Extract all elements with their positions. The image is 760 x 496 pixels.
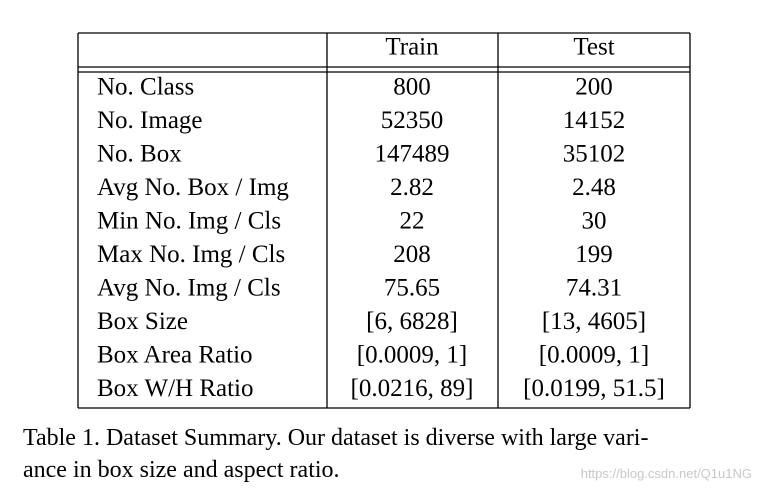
cell: 208 xyxy=(393,241,431,268)
cell: 35102 xyxy=(563,141,626,168)
cell: 74.31 xyxy=(566,275,622,302)
row-label: Box Area Ratio xyxy=(97,342,253,369)
cell: 147489 xyxy=(375,141,450,168)
cell: 30 xyxy=(582,208,607,235)
cell: [0.0199, 51.5] xyxy=(523,375,665,402)
cell: [0.0009, 1] xyxy=(539,342,649,369)
cell: 22 xyxy=(400,208,425,235)
cell: 199 xyxy=(575,241,613,268)
cell: 52350 xyxy=(381,107,444,134)
cell: 2.82 xyxy=(390,174,434,201)
row-label: No. Image xyxy=(97,107,203,134)
cell: [13, 4605] xyxy=(542,308,646,335)
row-label: No. Box xyxy=(97,141,182,168)
cell: 14152 xyxy=(563,107,626,134)
row-label: Max No. Img / Cls xyxy=(97,241,285,268)
watermark: https://blog.csdn.net/Q1u1NG xyxy=(581,466,752,481)
row-label: Box Size xyxy=(97,308,188,335)
row-label: Avg No. Img / Cls xyxy=(97,275,281,302)
cell: 75.65 xyxy=(384,275,440,302)
cell: [0.0009, 1] xyxy=(357,342,467,369)
cell: 2.48 xyxy=(572,174,616,201)
cell: 200 xyxy=(575,74,613,101)
cell: 800 xyxy=(393,74,431,101)
row-label: No. Class xyxy=(97,74,194,101)
caption-line: Table 1. Dataset Summary. Our dataset is… xyxy=(23,425,648,451)
caption-line: ance in box size and aspect ratio. xyxy=(23,457,340,483)
row-label: Min No. Img / Cls xyxy=(97,208,281,235)
header-cell: Test xyxy=(573,34,614,61)
header-cell: Train xyxy=(385,34,439,61)
row-label: Box W/H Ratio xyxy=(97,375,253,402)
cell: [6, 6828] xyxy=(366,308,458,335)
cell: [0.0216, 89] xyxy=(351,375,474,402)
row-label: Avg No. Box / Img xyxy=(97,174,289,201)
